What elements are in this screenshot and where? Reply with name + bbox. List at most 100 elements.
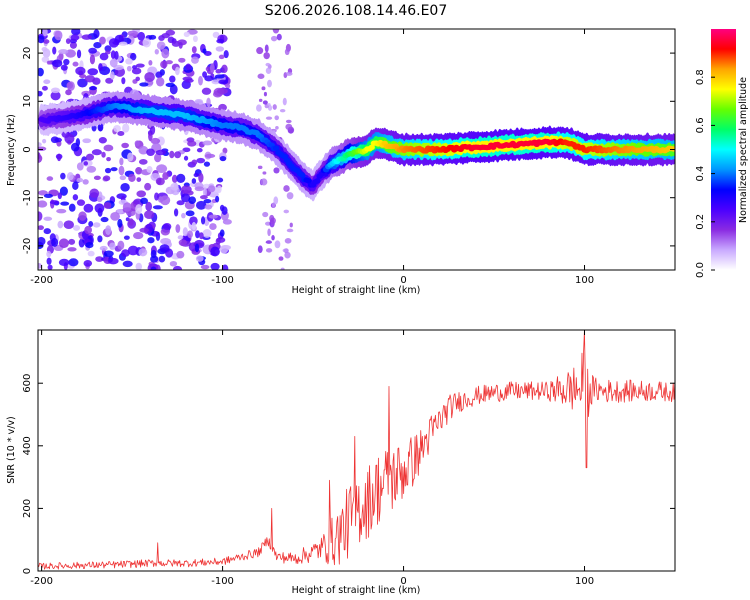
spectrogram-noise-blob — [76, 199, 86, 206]
spectrogram-marks — [38, 29, 675, 270]
spectrogram-noise-blob — [136, 190, 147, 198]
spectrogram-noise-blob — [120, 183, 130, 192]
spectrogram-noise-blob — [72, 225, 81, 231]
spectrogram-noise-blob — [83, 161, 89, 166]
spectrogram-noise-blob — [261, 86, 266, 91]
spectrogram-ytick-label: 10 — [22, 95, 33, 108]
spectrogram-noise-blob — [219, 155, 227, 162]
spectrogram-noise-blob — [99, 245, 108, 251]
spectrogram-noise-blob — [105, 225, 112, 236]
spectrogram-noise-blob — [106, 157, 111, 162]
spectrogram-noise-blob — [285, 119, 292, 124]
spectrogram-noise-blob — [198, 75, 203, 86]
spectrogram-noise-blob — [50, 90, 61, 101]
spectrogram-noise-blob — [204, 75, 214, 82]
spectrogram-noise-blob — [146, 166, 153, 173]
spectrogram-noise-blob — [135, 262, 143, 270]
spectrogram-ridge-cell — [368, 144, 375, 150]
spectrogram-noise-blob — [207, 185, 216, 193]
spectrogram-noise-blob — [43, 228, 52, 235]
spectrogram-noise-blob — [144, 182, 152, 191]
colorbar: 0.0 0.2 0.4 0.6 0.8 Normalized spectral ampl… — [695, 29, 749, 278]
spectrogram-noise-blob — [89, 188, 100, 198]
spectrogram-noise-blob — [282, 97, 287, 106]
spectrogram-noise-blob — [41, 46, 48, 52]
spectrogram-xtick-label: -200 — [30, 275, 53, 286]
spectrogram-noise-blob — [99, 52, 109, 61]
spectrogram-noise-blob — [58, 49, 69, 55]
spectrogram-noise-blob — [215, 46, 225, 52]
spectrogram-noise-blob — [72, 194, 79, 201]
spectrogram-noise-blob — [204, 204, 213, 210]
spectrogram-noise-blob — [103, 202, 112, 209]
spectrogram-noise-blob — [155, 71, 163, 79]
spectrogram-noise-blob — [121, 249, 130, 257]
spectrogram-noise-blob — [75, 66, 86, 76]
spectrogram-noise-blob — [215, 68, 222, 74]
spectrogram-noise-blob — [38, 262, 42, 269]
spectrogram-noise-blob — [38, 90, 43, 97]
spectrogram-noise-blob — [269, 214, 275, 222]
spectrogram-noise-blob — [191, 46, 197, 54]
spectrogram-noise-blob — [265, 62, 271, 67]
spectrogram-noise-blob — [58, 258, 70, 267]
spectrogram-noise-blob — [86, 165, 97, 173]
spectrogram-noise-blob — [182, 147, 191, 153]
spectrogram-ridge-cell — [305, 178, 312, 184]
spectrogram-noise-blob — [272, 29, 280, 34]
spectrogram-noise-blob — [202, 187, 207, 197]
spectrogram-noise-blob — [42, 39, 50, 44]
spectrogram-noise-blob — [56, 208, 67, 214]
spectrogram-noise-blob — [267, 228, 271, 237]
spectrogram-noise-blob — [279, 109, 286, 113]
spectrogram-ridge-cell — [314, 178, 321, 184]
colorbar-ticks: 0.0 0.2 0.4 0.6 0.8 — [695, 69, 715, 278]
spectrogram-noise-blob — [68, 238, 76, 245]
spectrogram-noise-blob — [201, 87, 212, 95]
spectrogram-noise-blob — [215, 237, 221, 245]
spectrogram-noise-blob — [187, 140, 197, 147]
spectrogram-noise-blob — [217, 88, 228, 95]
spectrogram-noise-blob — [78, 211, 87, 221]
spectrogram-noise-blob — [273, 196, 279, 205]
spectrogram-noise-blob — [123, 235, 130, 240]
snr-xtick-label: 0 — [400, 576, 406, 587]
spectrogram-noise-blob — [155, 177, 165, 186]
spectrogram-noise-blob — [65, 38, 71, 44]
spectrogram-noise-blob — [202, 140, 213, 146]
spectrogram-noise-blob — [101, 151, 106, 158]
spectrogram-noise-blob — [155, 149, 167, 156]
spectrogram-noise-blob — [135, 204, 143, 214]
spectrogram-noise-blob — [212, 31, 220, 38]
spectrogram-noise-blob — [104, 45, 112, 52]
spectrogram-noise-blob — [54, 137, 62, 143]
spectrogram-noise-blob — [117, 240, 125, 251]
spectrogram-noise-blob — [180, 185, 192, 194]
spectrogram-noise-blob — [183, 155, 189, 161]
spectrogram-noise-blob — [185, 63, 192, 71]
spectrogram-xtick-label: -100 — [211, 275, 234, 286]
snr-xlabel: Height of straight line (km) — [292, 585, 421, 596]
spectrogram-noise-blob — [181, 212, 186, 219]
spectrogram-noise-blob — [76, 162, 84, 171]
snr-axes: -200 -100 0 100 0 200 400 600 — [22, 330, 675, 587]
spectrogram-noise-blob — [284, 48, 290, 56]
spectrogram-noise-blob — [126, 65, 132, 72]
spectrogram-noise-blob — [195, 230, 200, 239]
spectrogram-noise-blob — [185, 78, 194, 83]
spectrogram-noise-blob — [225, 83, 231, 89]
spectrogram-noise-blob — [274, 115, 279, 121]
spectrogram-noise-blob — [267, 79, 272, 88]
spectrogram-noise-blob — [121, 77, 126, 85]
colorbar-label: Normalized spectral amplitude — [738, 77, 749, 223]
spectrogram-noise-blob — [117, 130, 125, 136]
spectrogram-noise-blob — [191, 221, 197, 231]
spectrogram-noise-blob — [89, 54, 96, 65]
spectrogram-noise-blob — [88, 220, 94, 227]
spectrogram-noise-blob — [77, 78, 88, 88]
spectrogram-noise-blob — [57, 220, 64, 229]
colorbar-tick-label: 0.6 — [695, 117, 706, 133]
spectrogram-noise-blob — [176, 200, 185, 206]
spectrogram-noise-blob — [263, 52, 270, 60]
